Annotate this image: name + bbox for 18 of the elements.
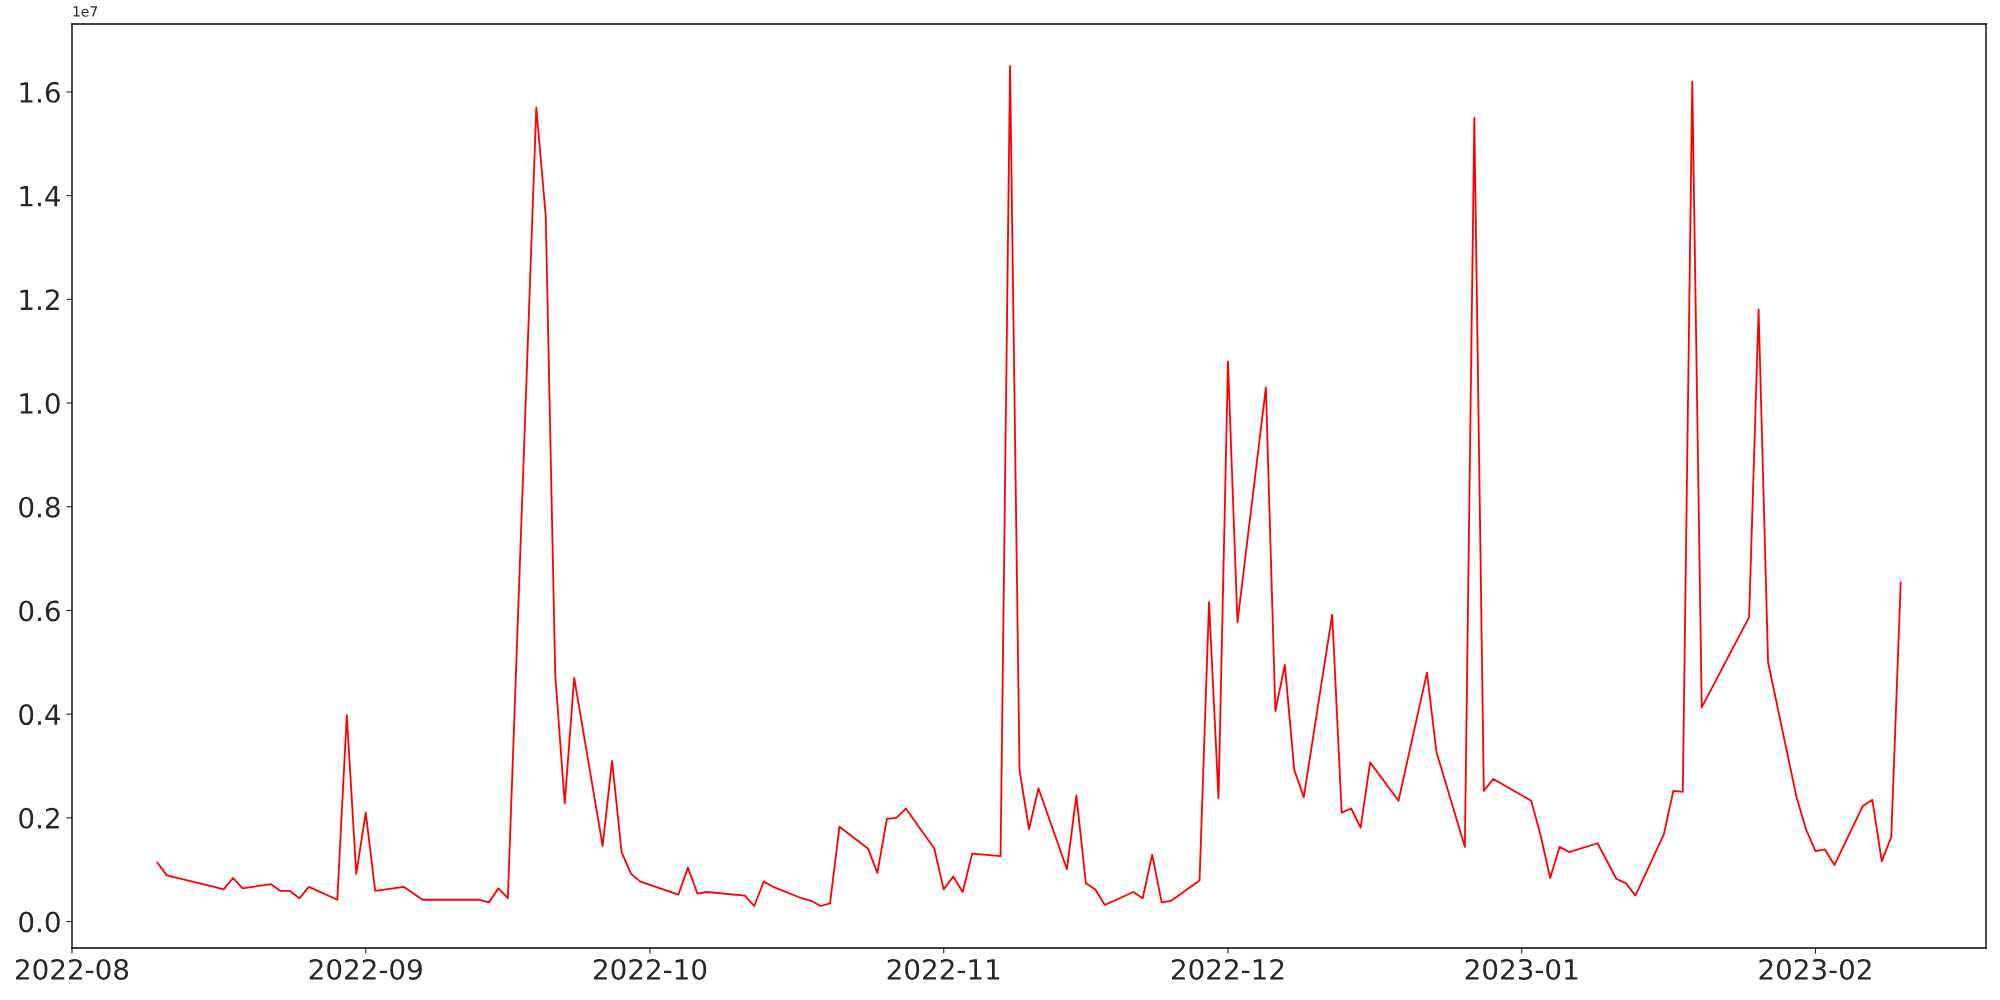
y-tick-label: 1.4 (20, 185, 61, 207)
text: 1e7 (73, 6, 98, 17)
x-tick-label: 2022-11 (887, 958, 1000, 980)
x-tick-label: 2022-08 (16, 958, 129, 980)
y-tick-label: 1.0 (20, 392, 60, 414)
y-tick-label: 0.6 (19, 600, 60, 622)
y-tick-label: 0.2 (19, 807, 59, 829)
y-tick-label: 1.2 (20, 289, 59, 310)
x-tick-label: 2022-12 (1171, 958, 1284, 980)
y-tick-label: 1.6 (20, 81, 60, 103)
x-tick-label: 2022-09 (309, 958, 422, 980)
y-tick-label: 0.8 (19, 496, 60, 518)
y-tick-label: 0.0 (19, 911, 60, 933)
x-tick-label: 2023-02 (1759, 958, 1871, 980)
x-tick-label: 2022-10 (593, 958, 707, 980)
line-series (156, 65, 1902, 907)
x-tick-label: 2023-01 (1465, 958, 1578, 980)
y-tick-label: 0.4 (19, 704, 61, 726)
